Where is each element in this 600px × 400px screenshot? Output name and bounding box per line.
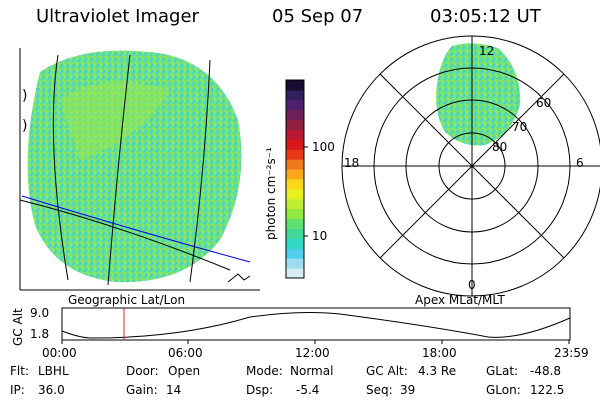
colorbar-swatch	[286, 268, 304, 279]
edge-mark: )	[22, 118, 28, 134]
colorbar-swatch	[286, 149, 304, 160]
colorbar-swatch	[286, 139, 304, 150]
altitude-plot	[61, 307, 571, 344]
colorbar-swatch	[286, 89, 304, 101]
altitude-xtick: 06:00	[168, 346, 203, 360]
altitude-ylabel: GC Alt	[11, 308, 25, 346]
altitude-xtick: 18:00	[422, 346, 457, 360]
info-dsp-key: Dsp:	[246, 383, 274, 397]
info-gain-value: 14	[166, 383, 182, 397]
colorbar-label: photon cm⁻²s⁻¹	[264, 147, 278, 240]
lat-label: 70	[512, 120, 528, 134]
info-dsp-value: -5.4	[296, 383, 320, 397]
info-glat-value: -48.8	[530, 364, 562, 378]
altitude-xtick: 12:00	[295, 346, 330, 360]
info-ip-key: IP:	[10, 383, 25, 397]
colorbar-swatch	[286, 119, 304, 130]
polar-panel-caption: Apex MLat/MLT	[415, 293, 505, 307]
colorbar	[286, 80, 304, 279]
info-ip-value: 36.0	[38, 383, 65, 397]
time-readout: 03:05:12 UT	[430, 6, 541, 27]
altitude-xtick: 00:00	[42, 346, 77, 360]
info-glon-value: 122.5	[530, 383, 565, 397]
info-glon-key: GLon:	[486, 383, 521, 397]
info-gcalt-key: GC Alt:	[366, 364, 408, 378]
info-flt-key: Flt:	[10, 364, 29, 378]
colorbar-swatch	[286, 80, 304, 91]
colorbar-swatch	[286, 248, 304, 259]
page-title: Ultraviolet Imager	[36, 6, 199, 27]
altitude-xtick: 23:59	[554, 346, 589, 360]
colorbar-swatch	[286, 188, 304, 200]
polar-plot	[341, 35, 600, 297]
info-gcalt-value: 4.3 Re	[418, 364, 457, 378]
info-seq-value: 39	[400, 383, 416, 397]
info-flt-value: LBHL	[38, 364, 69, 378]
info-mode-key: Mode:	[246, 364, 283, 378]
mlt-label-left: 18	[344, 156, 360, 170]
mlt-label-bottom: 0	[468, 278, 476, 292]
colorbar-tick-label: 10	[312, 229, 328, 243]
altitude-ytick: 1.8	[30, 327, 50, 341]
colorbar-swatch	[286, 109, 304, 121]
colorbar-swatch	[286, 228, 304, 239]
info-gain-key: Gain:	[126, 383, 158, 397]
colorbar-tick-label: 100	[312, 140, 335, 154]
lat-label: 80	[492, 140, 508, 154]
date-readout: 05 Sep 07	[272, 6, 364, 27]
info-seq-key: Seq:	[366, 383, 393, 397]
info-glat-key: GLat:	[486, 364, 519, 378]
info-mode-value: Normal	[290, 364, 334, 378]
colorbar-swatch	[286, 238, 304, 249]
colorbar-swatch	[286, 258, 304, 269]
colorbar-swatch	[286, 129, 304, 140]
mlt-label-top: 12	[479, 44, 495, 58]
info-door-value: Open	[168, 364, 201, 378]
colorbar-swatch	[286, 159, 304, 170]
colorbar-swatch	[286, 169, 304, 180]
left-panel-caption: Geographic Lat/Lon	[68, 293, 186, 307]
mlt-label-right: 6	[576, 156, 584, 170]
colorbar-swatch	[286, 99, 304, 111]
colorbar-swatch	[286, 208, 304, 220]
altitude-ytick: 9.0	[30, 306, 50, 320]
info-door-key: Door:	[126, 364, 159, 378]
colorbar-swatch	[286, 179, 304, 190]
colorbar-swatch	[286, 198, 304, 210]
lat-label: 60	[536, 96, 552, 110]
earth-disk-image	[19, 50, 251, 286]
edge-mark: )	[22, 88, 28, 104]
colorbar-swatch	[286, 218, 304, 229]
